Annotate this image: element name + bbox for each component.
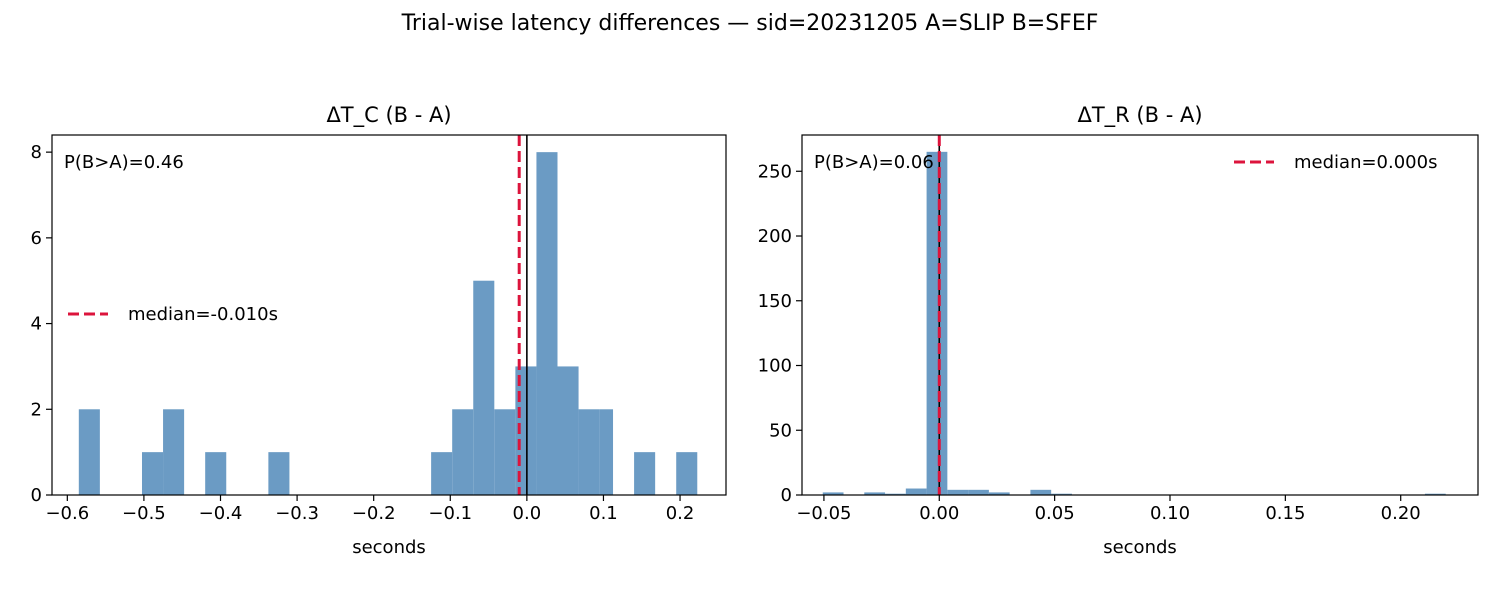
histogram-bar xyxy=(1424,493,1446,495)
x-tick-label: 0.1 xyxy=(589,503,618,524)
histogram-bar xyxy=(864,492,886,495)
y-tick-label: 100 xyxy=(758,356,792,377)
y-tick-label: 200 xyxy=(758,226,792,247)
panel-delta-t-c: −0.6 −0.5 −0.4 −0.3 −0.2 −0.1 0.0 0.1 0.2 0 2 4 6 8 ΔT… xyxy=(31,103,727,558)
plot-area xyxy=(822,135,1446,495)
y-tick-label: 8 xyxy=(31,142,42,163)
x-tick-label: −0.05 xyxy=(796,503,851,524)
histogram-bar xyxy=(473,280,495,495)
x-tick-label: −0.3 xyxy=(275,503,319,524)
axes-frame xyxy=(801,134,1479,496)
histogram-bar xyxy=(926,151,948,495)
probability-annotation: P(B>A)=0.46 xyxy=(64,152,184,173)
x-tick-label: −0.6 xyxy=(45,503,89,524)
y-tick-label: 0 xyxy=(781,485,792,506)
x-tick-label: −0.4 xyxy=(199,503,243,524)
histogram-bar xyxy=(885,493,906,495)
x-tick-label: −0.2 xyxy=(352,503,396,524)
x-tick-label: 0.2 xyxy=(666,503,695,524)
y-tick-label: 4 xyxy=(31,314,42,335)
y-tick-label: 2 xyxy=(31,399,42,420)
x-tick-label: −0.5 xyxy=(122,503,166,524)
histogram-bar xyxy=(634,452,656,495)
histogram-bar xyxy=(676,452,698,495)
x-tick-label: 0.05 xyxy=(1035,503,1075,524)
histogram-bar xyxy=(599,409,614,495)
y-tick-label: 50 xyxy=(769,420,792,441)
plot-area xyxy=(78,135,698,495)
probability-annotation: P(B>A)=0.06 xyxy=(814,152,934,173)
legend-label: median=0.000s xyxy=(1294,152,1437,173)
panel-title: ΔT_C (B - A) xyxy=(326,103,451,128)
histogram-bar xyxy=(452,409,474,495)
histogram-bar xyxy=(536,152,558,495)
x-tick-label: 0.0 xyxy=(513,503,542,524)
x-tick-label: 0.15 xyxy=(1265,503,1305,524)
histogram-bar xyxy=(1051,493,1072,495)
legend: median=0.000s xyxy=(1234,152,1437,173)
x-tick-label: 0.20 xyxy=(1381,503,1421,524)
histogram-bar xyxy=(905,488,927,495)
panel-title: ΔT_R (B - A) xyxy=(1077,103,1202,128)
histogram-bar xyxy=(968,489,989,495)
histogram-bar xyxy=(988,492,1010,495)
figure-suptitle: Trial-wise latency differences — sid=202… xyxy=(401,11,1099,36)
histogram-bar xyxy=(947,489,969,495)
histogram-bar xyxy=(205,452,227,495)
histogram-bar xyxy=(494,409,516,495)
histogram-bar xyxy=(163,409,185,495)
x-tick-label: 0.10 xyxy=(1150,503,1190,524)
y-tick-label: 150 xyxy=(758,291,792,312)
y-tick-label: 0 xyxy=(31,485,42,506)
axes-frame xyxy=(51,134,727,496)
histogram-bar xyxy=(1030,489,1052,495)
legend: median=-0.010s xyxy=(68,304,278,325)
panel-delta-t-r: −0.05 0.00 0.05 0.10 0.15 0.20 0 50 100 150 200 250… xyxy=(758,103,1479,558)
x-tick-label: 0.00 xyxy=(919,503,959,524)
y-tick-label: 6 xyxy=(31,228,42,249)
x-axis-label: seconds xyxy=(1103,537,1177,558)
histogram-bar xyxy=(141,452,164,495)
histogram-bar xyxy=(78,409,100,495)
x-axis-label: seconds xyxy=(352,537,426,558)
histogram-bar xyxy=(431,452,453,495)
legend-label: median=-0.010s xyxy=(128,304,278,325)
histogram-bar xyxy=(557,366,579,495)
y-tick-label: 250 xyxy=(758,161,792,182)
histogram-bar xyxy=(268,452,290,495)
histogram-bar xyxy=(578,409,600,495)
histogram-bar xyxy=(822,492,844,495)
x-tick-label: −0.1 xyxy=(428,503,472,524)
